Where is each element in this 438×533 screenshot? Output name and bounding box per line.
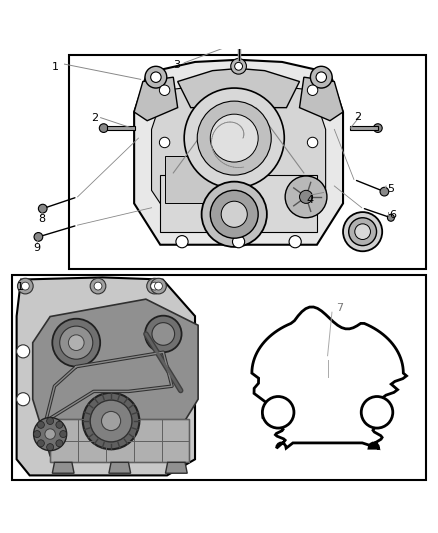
Circle shape [56, 422, 63, 429]
Circle shape [47, 443, 53, 450]
Circle shape [18, 278, 33, 294]
Circle shape [102, 411, 120, 431]
Circle shape [60, 326, 93, 359]
Circle shape [233, 236, 245, 248]
Circle shape [90, 400, 132, 442]
Circle shape [34, 417, 67, 450]
Circle shape [316, 72, 326, 83]
Circle shape [99, 124, 108, 133]
Polygon shape [134, 60, 343, 245]
Circle shape [17, 345, 30, 358]
Circle shape [94, 282, 102, 290]
Polygon shape [165, 156, 217, 204]
Circle shape [17, 393, 30, 406]
Bar [107, 126, 135, 130]
Circle shape [210, 190, 258, 238]
Text: 1: 1 [17, 282, 24, 292]
Circle shape [176, 236, 188, 248]
Text: 5: 5 [388, 184, 395, 194]
Circle shape [34, 431, 41, 438]
Circle shape [349, 218, 377, 246]
Text: 3: 3 [173, 60, 180, 70]
Circle shape [159, 137, 170, 148]
Circle shape [56, 440, 63, 447]
Circle shape [151, 72, 161, 83]
Text: 9: 9 [34, 243, 41, 253]
Circle shape [151, 282, 159, 290]
Polygon shape [300, 77, 343, 120]
Circle shape [201, 182, 267, 247]
Circle shape [355, 224, 371, 239]
Bar [12, 275, 426, 480]
Circle shape [147, 278, 162, 294]
Circle shape [289, 236, 301, 248]
Polygon shape [178, 68, 300, 108]
Bar [160, 175, 317, 232]
Circle shape [388, 214, 394, 221]
Circle shape [300, 190, 313, 204]
Text: 6: 6 [390, 210, 396, 220]
Polygon shape [17, 277, 195, 475]
Polygon shape [109, 462, 131, 473]
Circle shape [151, 278, 166, 294]
Circle shape [184, 88, 284, 188]
Bar [69, 55, 426, 269]
Circle shape [374, 124, 382, 133]
Circle shape [34, 232, 43, 241]
Text: 2: 2 [354, 112, 361, 122]
Circle shape [311, 66, 332, 88]
Text: 7: 7 [336, 303, 343, 313]
Circle shape [37, 422, 44, 429]
Text: 8: 8 [39, 214, 46, 224]
Circle shape [262, 397, 294, 428]
Circle shape [235, 41, 242, 48]
Polygon shape [152, 82, 325, 230]
Circle shape [60, 431, 67, 438]
Circle shape [83, 393, 139, 449]
Circle shape [39, 204, 47, 213]
Polygon shape [166, 462, 187, 473]
Polygon shape [134, 77, 178, 120]
Text: 4: 4 [306, 195, 313, 205]
Circle shape [159, 85, 170, 95]
Circle shape [52, 319, 100, 367]
Circle shape [68, 335, 84, 351]
Circle shape [361, 397, 393, 428]
Circle shape [343, 212, 382, 251]
Circle shape [197, 101, 271, 175]
Bar [350, 126, 378, 130]
Text: 1: 1 [51, 62, 58, 72]
Circle shape [307, 85, 318, 95]
Circle shape [380, 187, 389, 196]
Circle shape [47, 417, 53, 424]
Circle shape [145, 66, 167, 88]
Polygon shape [52, 462, 74, 473]
Circle shape [307, 137, 318, 148]
Circle shape [285, 176, 327, 218]
Circle shape [235, 62, 243, 70]
Circle shape [37, 440, 44, 447]
Circle shape [155, 282, 162, 290]
Circle shape [90, 278, 106, 294]
Text: 2: 2 [92, 114, 99, 123]
Polygon shape [33, 299, 198, 456]
Circle shape [145, 316, 182, 352]
Polygon shape [252, 307, 406, 448]
Circle shape [152, 322, 175, 345]
Circle shape [21, 282, 29, 290]
Circle shape [45, 429, 55, 439]
Circle shape [231, 59, 247, 74]
Circle shape [221, 201, 247, 228]
Bar [50, 419, 189, 462]
Circle shape [210, 114, 258, 162]
